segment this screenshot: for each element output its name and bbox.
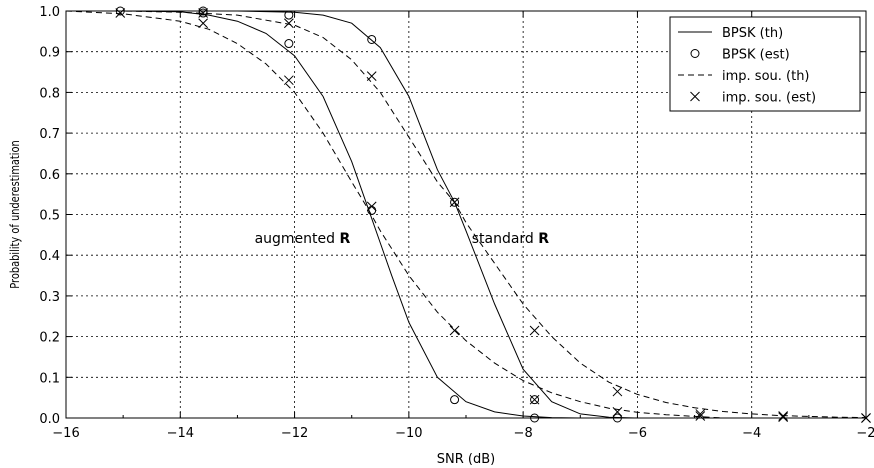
- y-tick-label: 0.7: [39, 127, 60, 142]
- cross-marker: [115, 8, 126, 18]
- circle-marker: [367, 34, 377, 44]
- annotation-text: augmented: [255, 231, 340, 247]
- y-tick-label: 0.9: [39, 46, 60, 61]
- circle-marker: [450, 197, 460, 207]
- cross-marker: [198, 8, 208, 18]
- series-line: [66, 10, 581, 419]
- y-tick-label: 0.6: [39, 168, 60, 183]
- legend-box: [669, 16, 861, 112]
- y-tick-label: 1.0: [39, 5, 60, 20]
- series-line: [66, 10, 638, 419]
- y-tick-label: 0.1: [39, 371, 60, 386]
- x-tick-label: −8: [514, 426, 533, 441]
- legend-circle-marker: [690, 49, 700, 58]
- circle-marker: [530, 395, 540, 405]
- x-tick-label: −16: [52, 426, 79, 441]
- x-tick-label: −10: [395, 426, 422, 441]
- cross-marker: [778, 411, 788, 421]
- cross-marker: [695, 409, 706, 419]
- legend-cross-marker: [690, 91, 700, 102]
- y-tick-label: 0.8: [39, 86, 60, 101]
- y-tick-label: 0.3: [39, 290, 60, 305]
- cross-marker: [612, 407, 623, 417]
- annotation-bold: R: [538, 231, 549, 247]
- series-line: [66, 10, 867, 419]
- annotation-label: augmented R: [255, 231, 351, 247]
- series-line: [65, 10, 724, 419]
- series-group: [65, 10, 867, 419]
- legend-label: BPSK (est): [722, 48, 790, 63]
- cross-marker: [284, 75, 294, 86]
- y-tick-label: 0.0: [39, 412, 60, 427]
- annotation-label: standard R: [472, 231, 550, 247]
- x-tick-label: −12: [281, 426, 308, 441]
- y-tick-label: 0.5: [39, 209, 60, 224]
- cross-marker: [366, 71, 377, 81]
- legend: BPSK (th) BPSK (est) imp. sou. (th) imp. so…: [669, 16, 861, 112]
- cross-marker: [284, 18, 294, 29]
- x-tick-label: −2: [856, 426, 874, 441]
- circle-marker: [450, 395, 460, 405]
- y-tick-label: 0.2: [39, 331, 60, 346]
- x-tick-label: −4: [742, 426, 761, 441]
- cross-marker: [366, 201, 377, 212]
- legend-label: imp. sou. (est): [722, 91, 816, 106]
- cross-marker: [449, 325, 460, 336]
- x-tick-label: −6: [628, 426, 647, 441]
- cross-marker: [529, 325, 540, 336]
- cross-marker: [695, 411, 706, 421]
- cross-marker: [529, 394, 540, 405]
- cross-marker: [449, 197, 460, 208]
- legend-label: imp. sou. (th): [722, 69, 810, 84]
- legend-label: BPSK (th): [722, 26, 783, 41]
- cross-marker: [198, 18, 208, 29]
- cross-marker: [778, 412, 788, 423]
- axis-ticks: −16 −14 −12 −10 −8 −6 −4 −2 0.0 0.1 0.2 0.3 0.4 0.5 0.…: [39, 5, 874, 441]
- annotation-text: standard: [472, 231, 539, 247]
- circle-marker: [284, 39, 294, 49]
- y-axis-label: Probability of underestimation: [8, 140, 22, 289]
- annotation-bold: R: [339, 231, 350, 247]
- x-axis-label: SNR (dB): [437, 452, 495, 467]
- x-tick-label: −14: [167, 426, 194, 441]
- cross-marker: [612, 386, 623, 397]
- y-tick-label: 0.4: [39, 249, 60, 264]
